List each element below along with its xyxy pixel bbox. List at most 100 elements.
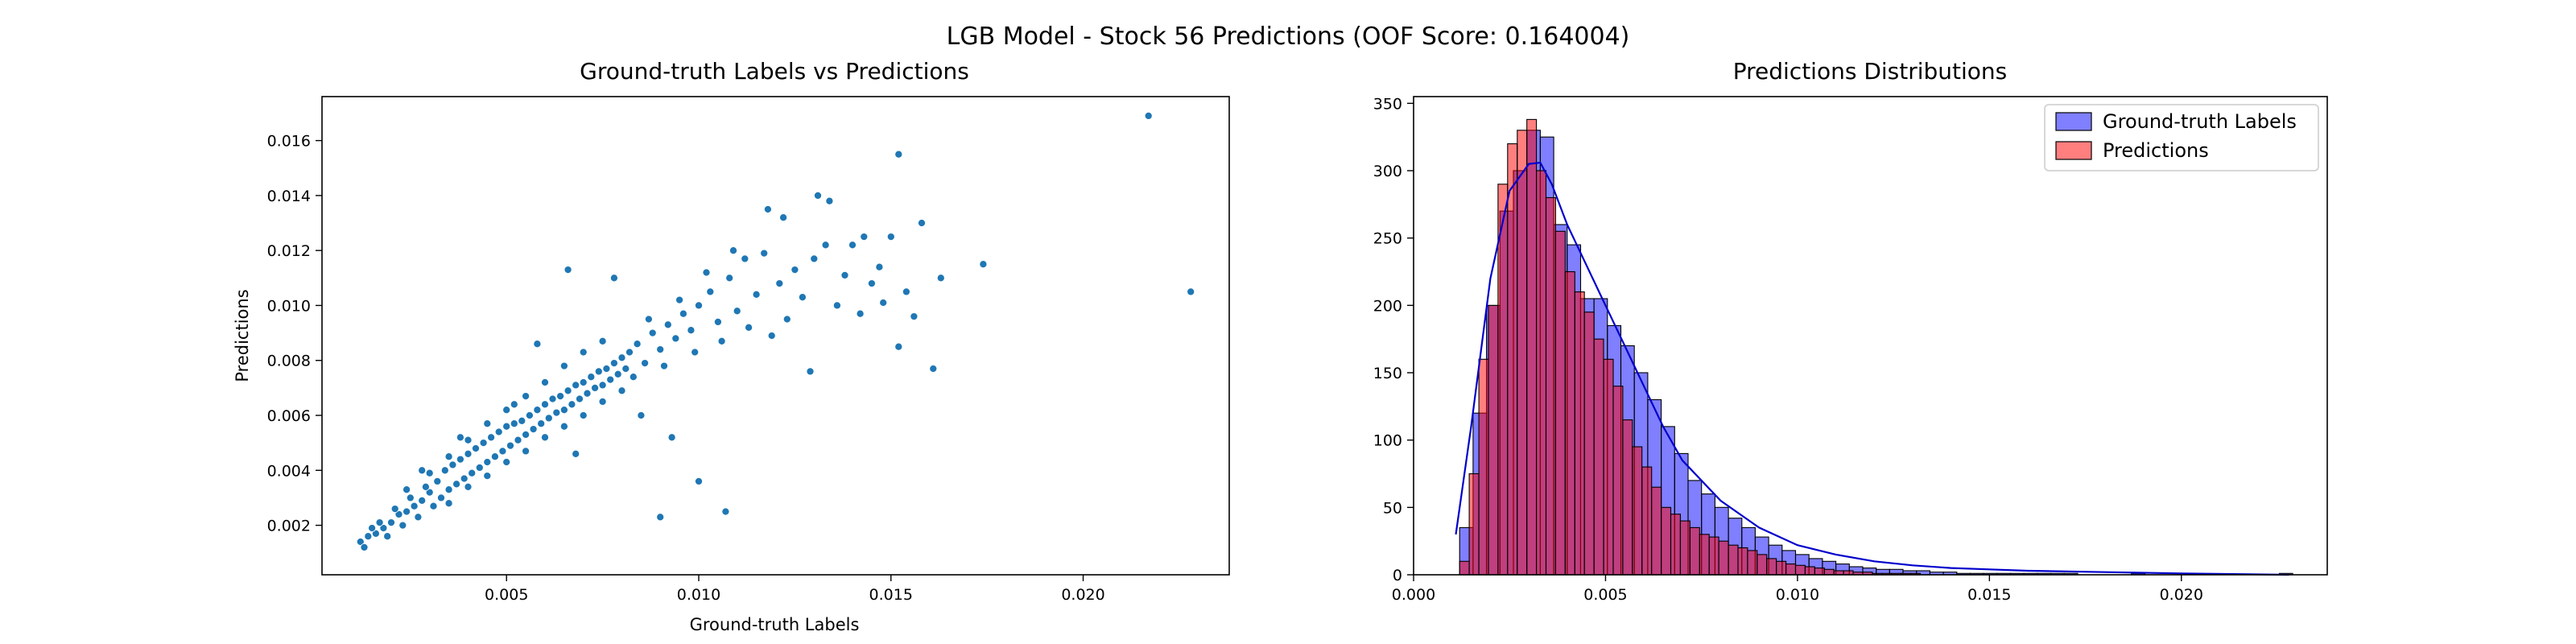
histogram-ticks: 0.000 0.005 0.010 0.015 0.020 0 50 100 150 200 250… bbox=[1373, 95, 2203, 604]
scatter-point bbox=[356, 537, 365, 547]
scatter-point bbox=[667, 433, 676, 442]
scatter-point bbox=[371, 529, 380, 538]
scatter-point bbox=[510, 400, 518, 409]
scatter-point bbox=[598, 336, 607, 345]
scatter-point bbox=[721, 507, 730, 516]
scatter-point bbox=[609, 274, 618, 283]
scatter-point bbox=[421, 482, 430, 491]
scatter-point bbox=[856, 309, 865, 318]
scatter-point bbox=[745, 323, 753, 332]
y-tick-label: 100 bbox=[1373, 432, 1402, 450]
scatter-point bbox=[444, 485, 453, 494]
scatter-point bbox=[798, 293, 807, 302]
scatter-point bbox=[767, 331, 776, 341]
scatter-point bbox=[544, 414, 553, 423]
scatter-point bbox=[502, 422, 511, 431]
scatter-point bbox=[529, 425, 538, 434]
scatter-point bbox=[621, 364, 630, 374]
scatter-point bbox=[656, 513, 665, 522]
scatter-point bbox=[456, 433, 464, 442]
y-tick-label: 0.006 bbox=[267, 407, 311, 425]
scatter-point bbox=[402, 507, 411, 516]
scatter-point bbox=[540, 378, 550, 387]
scatter-point bbox=[514, 436, 522, 444]
scatter-point bbox=[617, 386, 626, 395]
scatter-point bbox=[832, 301, 841, 310]
scatter-point bbox=[460, 474, 469, 483]
scatter-point bbox=[483, 419, 492, 428]
scatter-point bbox=[821, 241, 830, 250]
scatter-point bbox=[867, 279, 876, 288]
x-tick-label: 0.020 bbox=[2160, 586, 2203, 604]
histogram-title: Predictions Distributions bbox=[1733, 58, 2008, 85]
histogram-bar-predictions bbox=[1708, 536, 1719, 576]
scatter-point bbox=[559, 406, 568, 415]
histogram-bar-predictions bbox=[1507, 143, 1518, 576]
histogram-bar-predictions bbox=[1651, 486, 1662, 576]
histogram-bar-predictions bbox=[1661, 506, 1672, 576]
histogram-bar-predictions bbox=[1679, 520, 1690, 576]
scatter-point bbox=[444, 499, 453, 508]
histogram-bar-predictions bbox=[1804, 566, 1815, 576]
histogram-bar-predictions bbox=[1766, 558, 1777, 576]
histogram-bar-predictions bbox=[1497, 184, 1509, 576]
y-tick-label: 300 bbox=[1373, 163, 1402, 180]
scatter-point bbox=[436, 493, 446, 502]
scatter-point bbox=[886, 233, 895, 242]
scatter-axes-frame bbox=[321, 96, 1230, 576]
histogram-bar-predictions bbox=[1776, 560, 1787, 576]
scatter-point bbox=[633, 340, 642, 349]
scatter-point bbox=[641, 359, 650, 368]
scatter-point bbox=[613, 369, 622, 378]
scatter-point bbox=[490, 452, 499, 461]
y-tick-label: 0.014 bbox=[267, 188, 311, 205]
scatter-plot-area bbox=[356, 111, 1195, 551]
histogram-bar-predictions bbox=[1554, 230, 1566, 576]
scatter-point bbox=[418, 466, 427, 475]
histogram-bar-predictions bbox=[1593, 338, 1604, 576]
scatter-point bbox=[1187, 287, 1195, 296]
scatter-point bbox=[568, 400, 576, 409]
scatter-point bbox=[713, 317, 722, 326]
scatter-point bbox=[398, 521, 407, 530]
scatter-point bbox=[591, 383, 600, 392]
scatter-point bbox=[379, 523, 388, 533]
histogram-legend: Ground-truth Labels Predictions bbox=[2044, 104, 2319, 171]
scatter-point bbox=[506, 441, 515, 450]
x-tick-label: 0.000 bbox=[1392, 586, 1435, 604]
scatter-ticks: 0.005 0.010 0.015 0.020 0.002 0.004 0.006 0.008… bbox=[267, 133, 1105, 604]
scatter-point bbox=[609, 359, 618, 368]
histogram-bar-predictions bbox=[1459, 560, 1470, 576]
scatter-point bbox=[606, 375, 615, 384]
scatter-point bbox=[410, 502, 419, 510]
scatter-point bbox=[502, 406, 511, 415]
scatter-point bbox=[518, 416, 526, 425]
scatter-point bbox=[629, 373, 638, 382]
histogram-axes-frame bbox=[1413, 96, 2328, 576]
histogram-bar-predictions bbox=[1757, 554, 1768, 576]
scatter-point bbox=[564, 266, 572, 275]
legend-swatch-predictions bbox=[2055, 141, 2092, 160]
histogram-bar-predictions bbox=[1718, 540, 1729, 576]
x-tick-label: 0.010 bbox=[677, 586, 720, 604]
histogram-bar-predictions bbox=[1670, 514, 1681, 576]
scatter-point bbox=[910, 312, 919, 321]
y-tick-label: 0.012 bbox=[267, 242, 311, 260]
y-tick-label: 0.016 bbox=[267, 133, 311, 151]
scatter-point bbox=[763, 204, 772, 214]
scatter-point bbox=[572, 449, 580, 458]
scatter-point bbox=[587, 373, 596, 382]
scatter-point bbox=[752, 290, 761, 299]
scatter-point bbox=[540, 433, 550, 442]
scatter-point bbox=[452, 480, 461, 489]
scatter-point bbox=[575, 394, 584, 403]
scatter-point bbox=[425, 469, 434, 477]
scatter-point bbox=[598, 381, 607, 390]
scatter-point bbox=[448, 460, 457, 469]
scatter-point bbox=[498, 447, 507, 456]
scatter-point bbox=[433, 477, 442, 485]
scatter-point bbox=[637, 411, 646, 420]
scatter-point bbox=[475, 463, 484, 472]
scatter-point bbox=[902, 287, 910, 296]
legend-label-ground-truth: Ground-truth Labels bbox=[2103, 110, 2297, 133]
